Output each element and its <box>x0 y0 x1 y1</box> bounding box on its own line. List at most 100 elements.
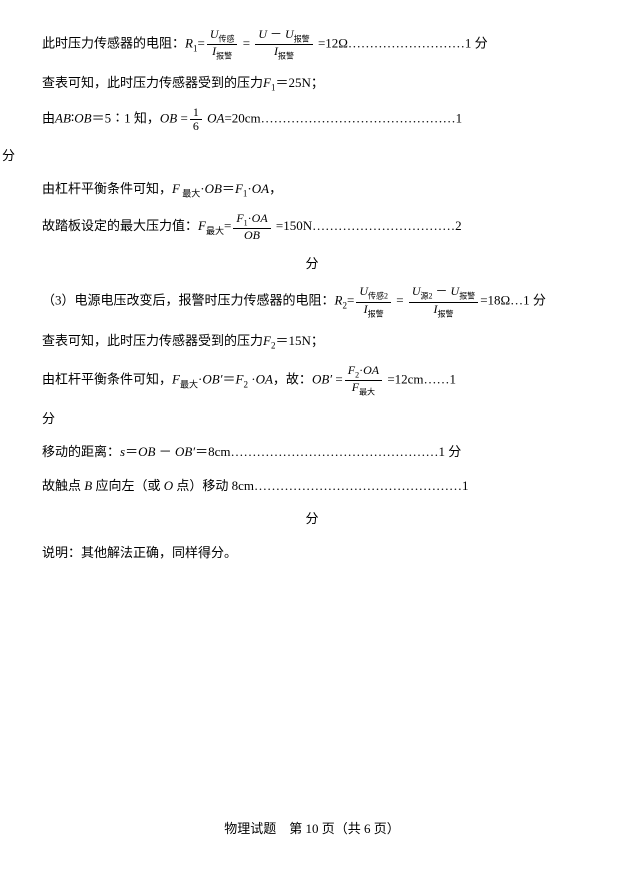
fraction: 16 <box>190 106 202 133</box>
fraction: U源2 － U报警I报警 <box>409 285 478 318</box>
var: F <box>348 363 355 377</box>
var: OB <box>138 444 155 459</box>
line-7: 查表可知，此时压力传感器受到的压力F2＝15N； <box>42 329 582 354</box>
result: =12cm……1 <box>384 371 456 386</box>
fraction: F2·OAF最大 <box>345 364 382 397</box>
text: = <box>239 36 253 51</box>
val: ＝15N； <box>275 333 323 348</box>
sub: 报警 <box>278 52 294 61</box>
text: 说明：其他解法正确，同样得分。 <box>42 545 237 560</box>
result: =12Ω………………………1 分 <box>315 36 488 51</box>
text: 分 <box>305 256 318 271</box>
fraction: F1·OAOB <box>233 212 270 242</box>
num: 1 <box>190 106 202 120</box>
eq: = <box>197 36 204 51</box>
var: OA <box>252 211 268 225</box>
var: F <box>198 218 206 233</box>
var: OB <box>160 111 177 126</box>
line-6: （3）电源电压改变后，报警时压力传感器的电阻：R2=U传感2I报警 = U源2 … <box>42 285 582 318</box>
sub: 报警 <box>438 309 454 318</box>
line-11: 故触点 B 应向左（或 O 点）移动 8cm…………………………………………1 <box>42 474 582 497</box>
sub: 2 <box>243 379 248 389</box>
text: = <box>332 371 343 386</box>
line-12: 说明：其他解法正确，同样得分。 <box>42 541 582 564</box>
sub: 报警 <box>368 309 384 318</box>
text: = <box>177 111 188 126</box>
line-1: 此时压力传感器的电阻：R1=U传感I报警 = U － U报警I报警 =12Ω……… <box>42 28 582 61</box>
text: = <box>347 293 354 308</box>
sub: 最大 <box>206 225 224 235</box>
var: OA <box>363 363 379 377</box>
var: OA <box>204 111 225 126</box>
line-5: 故踏板设定的最大压力值：F最大=F1·OAOB =150N……………………………… <box>42 212 582 242</box>
result: ＝8cm…………………………………………1 分 <box>195 444 461 459</box>
text: 由杠杆平衡条件可知， <box>42 371 172 386</box>
sub: 最大 <box>180 379 198 389</box>
text: 分 <box>42 411 55 426</box>
sub: 传感 <box>218 34 234 43</box>
sub: 报警 <box>459 292 475 301</box>
var: OB <box>205 181 222 196</box>
text: ＝ <box>125 444 138 459</box>
var: OA <box>256 371 273 386</box>
text: 分 <box>305 511 318 526</box>
line-4: 由杠杆平衡条件可知，F 最大·OB＝F1·OA， <box>42 177 582 202</box>
text: ， <box>269 181 282 196</box>
page-footer: 物理试题 第 10 页（共 6 页） <box>0 818 624 837</box>
text: 查表可知，此时压力传感器受到的压力 <box>42 75 263 90</box>
line-3-fen: 分 <box>2 144 582 167</box>
line-3: 由AB∶OB＝5∶1 知，OB =16 OA=20cm…………………………………… <box>42 106 582 133</box>
text: ＝ <box>222 181 235 196</box>
text: 故触点 <box>42 478 84 493</box>
sub: 报警 <box>216 52 232 61</box>
text: 此时压力传感器的电阻： <box>42 36 185 51</box>
line-5-fen: 分 <box>42 252 582 275</box>
var: OB′ <box>202 371 222 386</box>
var: F <box>263 333 271 348</box>
solution-content: 此时压力传感器的电阻：R1=U传感I报警 = U － U报警I报警 =12Ω……… <box>42 28 582 564</box>
sub: 2 <box>384 292 388 301</box>
sub: 报警 <box>294 34 310 43</box>
var: U <box>412 284 421 298</box>
text: = <box>224 218 231 233</box>
var: O <box>164 478 173 493</box>
text: ＝5∶1 知， <box>92 111 160 126</box>
result: =150N……………………………2 <box>273 218 462 233</box>
text: 查表可知，此时压力传感器受到的压力 <box>42 333 263 348</box>
line-8: 由杠杆平衡条件可知，F最大·OB′＝F2 ·OA，故：OB′ =F2·OAF最大… <box>42 364 582 397</box>
sub: 源 <box>421 292 429 301</box>
var: F <box>172 371 180 386</box>
var: F <box>236 211 243 225</box>
result: =20cm………………………………………1 <box>224 111 462 126</box>
fraction: U － U报警I报警 <box>255 28 312 61</box>
text: 由 <box>42 111 55 126</box>
text: 移动的距离： <box>42 444 120 459</box>
var: F <box>235 181 243 196</box>
line-2: 查表可知，此时压力传感器受到的压力F1＝25N； <box>42 71 582 96</box>
footer-text: 物理试题 第 10 页（共 6 页） <box>224 821 400 836</box>
var: U <box>451 284 460 298</box>
line-11-fen: 分 <box>42 507 582 530</box>
var: OB′ <box>312 371 332 386</box>
sub: 传感 <box>368 292 384 301</box>
sub: 最大 <box>359 387 375 396</box>
text: （3）电源电压改变后，报警时压力传感器的电阻： <box>42 293 335 308</box>
val: ＝25N； <box>275 75 323 90</box>
var: OB′ <box>175 444 195 459</box>
var: OB <box>74 111 91 126</box>
var: OB <box>244 228 260 242</box>
line-9: 分 <box>42 407 582 430</box>
text: － <box>155 444 175 459</box>
sub: 1 <box>244 218 248 227</box>
den: 6 <box>190 120 202 133</box>
text: ，故： <box>273 371 312 386</box>
text: ＝ <box>223 371 236 386</box>
var: AB <box>55 111 71 126</box>
var: F <box>263 75 271 90</box>
text: － <box>433 284 451 298</box>
sub: 最大 <box>180 189 200 199</box>
fraction: U传感I报警 <box>207 28 238 61</box>
text: 点）移动 8cm…………………………………………1 <box>173 478 468 493</box>
var: F <box>172 181 180 196</box>
text: = <box>393 293 407 308</box>
